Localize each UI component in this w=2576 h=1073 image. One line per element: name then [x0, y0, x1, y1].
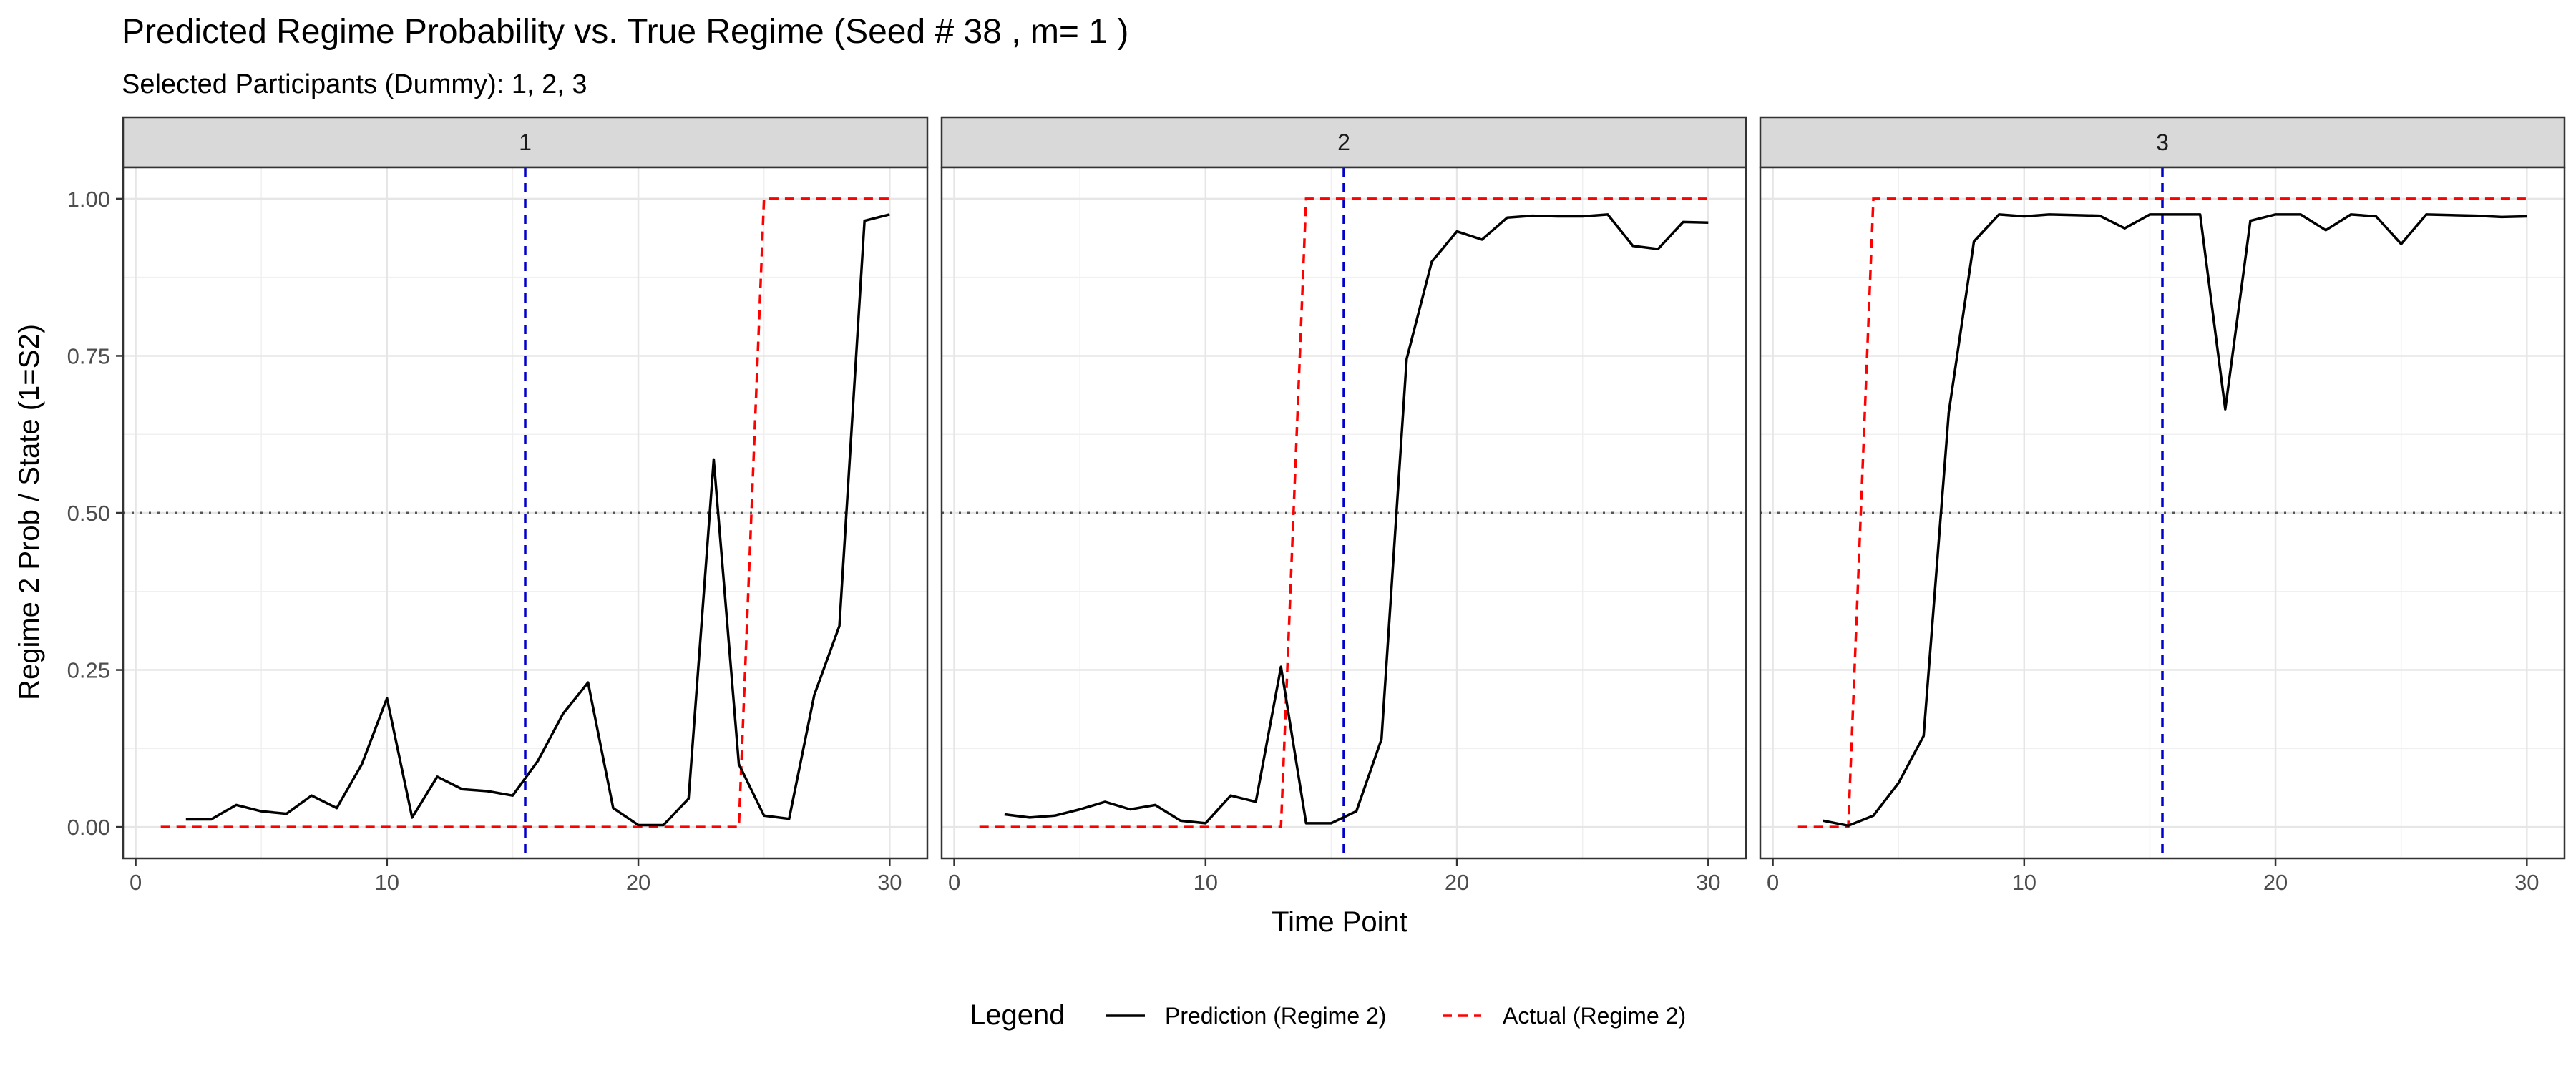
facet-strip-label: 2 [1337, 129, 1350, 155]
panel-border [940, 166, 1747, 860]
series-actual-line [160, 197, 890, 828]
facet-strip-label: 1 [519, 129, 532, 155]
facet-strip-2 [940, 116, 1747, 169]
x-tick-label: 30 [1696, 870, 1720, 895]
y-axis-title: Regime 2 Prob / State (1=S2) [14, 324, 45, 700]
x-axis-title: Time Point [1272, 906, 1407, 938]
legend-label-actual: Actual (Regime 2) [1503, 1003, 1686, 1029]
series-actual-line [1797, 197, 2527, 828]
y-tick-label: 0.50 [67, 501, 110, 526]
x-tick-label: 20 [626, 870, 650, 895]
y-tick-label: 0.75 [67, 343, 110, 368]
facet-strip-3 [1759, 116, 2566, 169]
legend-title: Legend [970, 999, 1065, 1031]
series-prediction-line [1823, 213, 2527, 828]
x-tick-label: 20 [1445, 870, 1469, 895]
x-tick-label: 0 [948, 870, 960, 895]
x-tick-label: 10 [2012, 870, 2036, 895]
panel-border [1759, 166, 2566, 860]
legend: Legend Prediction (Regime 2) Actual (Reg… [970, 999, 1686, 1031]
series-prediction-line [1004, 213, 1709, 825]
x-tick-label: 30 [877, 870, 902, 895]
facet-panel-3: 30 10 20 30 [1759, 116, 2566, 895]
facet-strip-1 [122, 116, 929, 169]
chart-title: Predicted Regime Probability vs. True Re… [122, 13, 1128, 51]
x-tick-label: 10 [1194, 870, 1218, 895]
facet-panel-1: 10 10 20 300.000.250.500.751.00 [67, 116, 929, 895]
x-tick-label: 20 [2263, 870, 2288, 895]
facet-strip-label: 3 [2156, 129, 2169, 155]
x-tick-label: 0 [1767, 870, 1779, 895]
legend-label-prediction: Prediction (Regime 2) [1165, 1003, 1386, 1029]
y-tick-label: 0.25 [67, 658, 110, 683]
series-actual-line [979, 197, 1709, 828]
x-tick-label: 0 [130, 870, 142, 895]
series-prediction-line [185, 213, 890, 827]
y-tick-label: 1.00 [67, 187, 110, 212]
x-tick-label: 10 [375, 870, 399, 895]
facet-panel-2: 20 10 20 30 [940, 116, 1747, 895]
y-tick-label: 0.00 [67, 815, 110, 840]
chart-subtitle: Selected Participants (Dummy): 1, 2, 3 [122, 69, 587, 99]
x-tick-label: 30 [2514, 870, 2539, 895]
